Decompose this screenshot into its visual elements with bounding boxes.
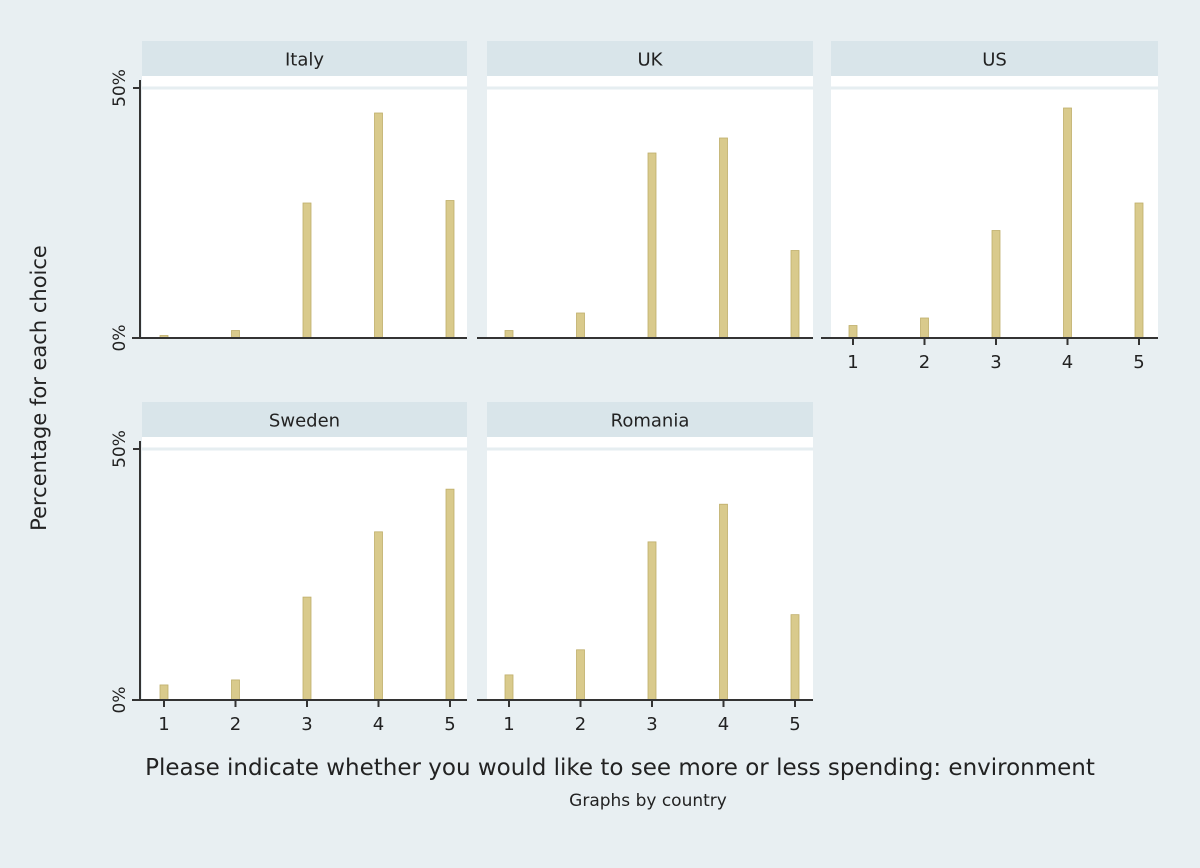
y-tick-label: 0% [110,687,130,714]
panel-title: Romania [611,411,690,432]
panel-strip [831,41,1158,76]
bar-2 [576,312,585,339]
panel-title: UK [638,50,664,71]
x-tick-label: 1 [847,352,858,373]
x-tick-label: 1 [503,714,514,735]
bar-5 [445,200,455,339]
bar-4 [1063,107,1072,339]
bar-5 [790,250,800,339]
bar-4 [719,137,728,339]
bar-3 [302,596,312,701]
panel-title: Sweden [269,411,340,432]
y-tick-label: 50% [110,69,130,107]
bar-3 [647,541,657,701]
panel-strip [142,41,467,76]
y-axis-title: Percentage for each choice [27,245,51,531]
bar-3 [302,202,312,339]
panel-title: US [982,50,1007,71]
bar-2 [920,317,929,339]
bar-3 [991,230,1001,339]
by-variable-note: Graphs by country [569,791,727,811]
x-tick-label: 2 [575,714,586,735]
bar-4 [374,531,383,701]
x-tick-label: 5 [1133,352,1144,373]
x-tick-label: 5 [444,714,455,735]
bar-5 [445,488,455,701]
bar-2 [231,679,240,701]
x-tick-label: 3 [990,352,1001,373]
bar-1 [504,330,514,339]
bar-5 [790,614,800,701]
y-tick-label: 0% [110,325,130,352]
panel-strip [487,402,813,437]
bar-4 [374,112,383,339]
x-tick-label: 2 [230,714,241,735]
panel-uk: UK [477,41,813,339]
panel-sweden: Sweden 0% 50% 1 2 3 4 5 [110,402,467,735]
bar-3 [647,152,657,339]
x-tick-label: 4 [373,714,384,735]
bar-2 [231,330,240,339]
bar-1 [504,674,514,701]
bar-1 [159,684,169,701]
bar-5 [1134,202,1144,339]
x-tick-label: 2 [919,352,930,373]
panel-us: US 1 2 3 4 5 [821,41,1158,373]
panel-romania: Romania 1 2 3 4 5 [477,402,813,735]
x-tick-label: 5 [789,714,800,735]
y-tick-label: 50% [110,430,130,468]
x-tick-label: 1 [158,714,169,735]
x-tick-label: 4 [1062,352,1073,373]
panel-italy: Italy 0% 50% [110,41,467,351]
x-tick-label: 3 [301,714,312,735]
x-tick-label: 4 [718,714,729,735]
x-tick-label: 3 [646,714,657,735]
bar-2 [576,649,585,701]
panel-strip [487,41,813,76]
panel-strip [142,402,467,437]
panel-title: Italy [285,50,324,71]
x-axis-title: Please indicate whether you would like t… [145,755,1095,781]
bar-1 [848,325,858,339]
bar-4 [719,503,728,701]
